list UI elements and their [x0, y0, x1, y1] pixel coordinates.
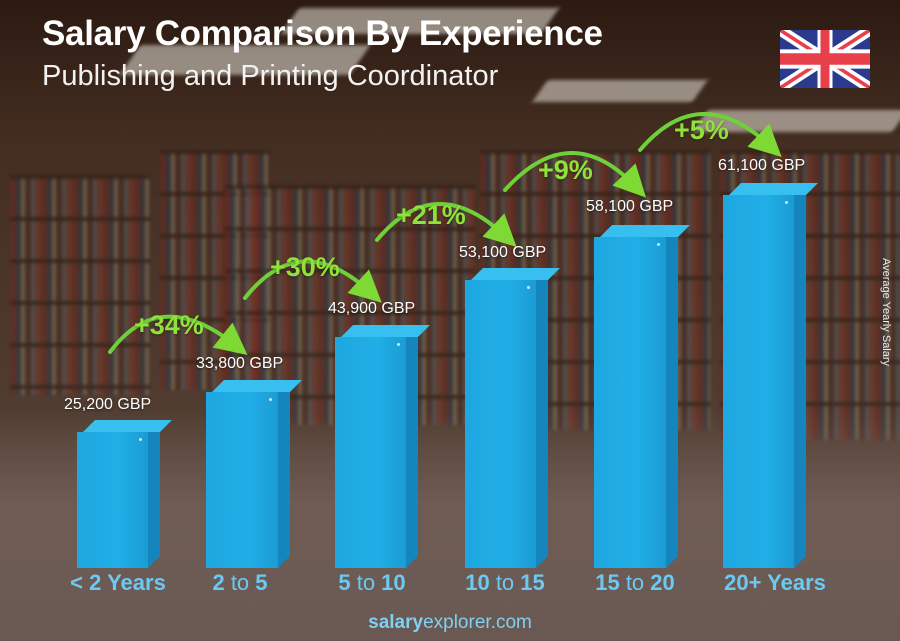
- increase-label: +30%: [270, 252, 340, 282]
- x-label-text: to: [619, 570, 651, 595]
- x-label-text: 5: [255, 570, 268, 595]
- value-label: 53,100 GBP: [459, 244, 547, 261]
- x-label-text: 10: [465, 570, 490, 595]
- increase-label: +9%: [538, 155, 593, 185]
- bar-5-to-10: [335, 325, 430, 568]
- x-label-text: 15: [520, 570, 545, 595]
- x-label-20-plus-years: 20+ Years: [705, 570, 845, 596]
- x-label-text: 2: [212, 570, 225, 595]
- bar-2-to-5: [206, 380, 302, 568]
- chart-title: Salary Comparison By Experience: [42, 14, 603, 53]
- value-label: 33,800 GBP: [196, 355, 284, 372]
- increase-label: +34%: [134, 310, 204, 340]
- x-label-15-to-20: 15 to 20: [580, 570, 690, 596]
- uk-flag-icon: [780, 30, 870, 88]
- x-label-text: 20+ Years: [724, 570, 826, 595]
- x-label-2-to-5: 2 to 5: [190, 570, 290, 596]
- background-bookshelf: [10, 175, 150, 395]
- brand-bold: salary: [368, 612, 424, 633]
- value-label: 61,100 GBP: [718, 157, 806, 174]
- y-axis-label: Average Yearly Salary: [880, 258, 892, 367]
- footer-brand: salaryexplorer.com: [0, 612, 900, 634]
- chart-subtitle: Publishing and Printing Coordinator: [42, 60, 499, 92]
- x-label-text: to: [224, 570, 256, 595]
- bar-20-plus-years: [723, 183, 818, 568]
- x-label-5-to-10: 5 to 10: [322, 570, 422, 596]
- value-label: 58,100 GBP: [586, 198, 674, 215]
- bar-15-to-20: [594, 225, 690, 568]
- increase-label: +5%: [674, 115, 729, 145]
- value-label: 43,900 GBP: [328, 300, 416, 317]
- x-label-less-than-2-years: < 2 Years: [58, 570, 178, 596]
- x-label-text: 5: [338, 570, 351, 595]
- bar-less-than-2-years: [77, 420, 172, 568]
- x-label-text: < 2 Years: [70, 570, 166, 595]
- x-label-text: 20: [650, 570, 675, 595]
- x-label-text: to: [350, 570, 382, 595]
- x-label-text: to: [489, 570, 521, 595]
- x-label-10-to-15: 10 to 15: [450, 570, 560, 596]
- x-label-text: 15: [595, 570, 620, 595]
- increase-label: +21%: [396, 200, 466, 230]
- x-label-text: 10: [381, 570, 406, 595]
- bar-10-to-15: [465, 268, 560, 568]
- value-label: 25,200 GBP: [64, 396, 152, 413]
- brand-rest: explorer.com: [423, 612, 532, 633]
